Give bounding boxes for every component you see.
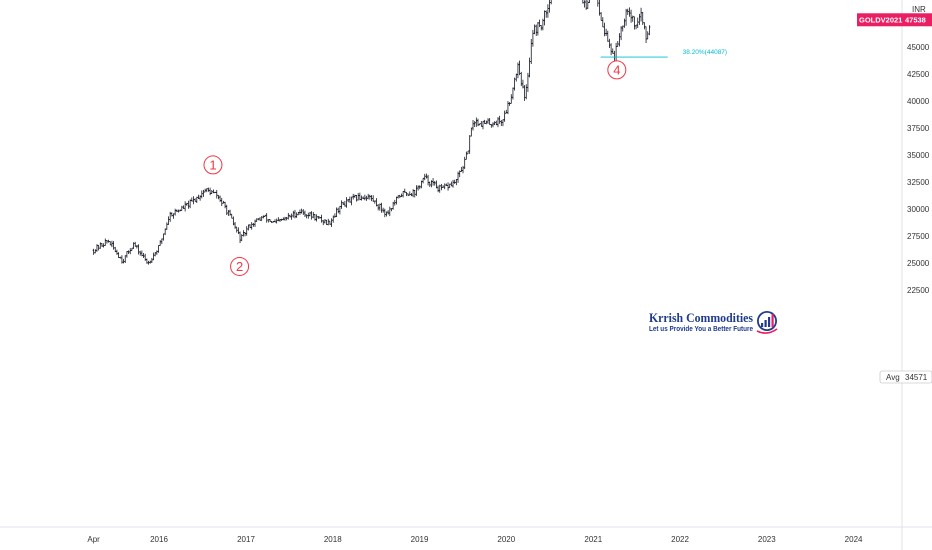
logo-title: Krrish Commodities: [649, 310, 753, 325]
y-tick-label: 30000: [907, 205, 930, 214]
x-tick-label: 2024: [845, 535, 863, 544]
logo-chart-icon: [756, 311, 778, 334]
krrish-logo: Krrish Commodities Let us Provide You a …: [649, 310, 778, 334]
y-tick-label: 32500: [907, 178, 930, 187]
wave-label-text: 4: [613, 62, 620, 77]
x-tick-label: 2016: [150, 535, 168, 544]
wave-label-circle[interactable]: [203, 155, 223, 175]
y-tick-label: 25000: [907, 259, 930, 268]
y-tick-label: 35000: [907, 151, 930, 160]
x-tick-label: 2019: [411, 535, 429, 544]
candlestick-series: [92, 0, 651, 265]
x-tick-label: Apr: [87, 535, 100, 544]
price-axis[interactable]: 22500 25000 27500 30000 32500 35000 37500 40000…: [907, 0, 930, 295]
x-tick-label: 2017: [237, 535, 255, 544]
wave-label-circle[interactable]: [230, 256, 250, 276]
fibonacci-levels: 0.618(62991)0.382(55502)38.20%(44087): [600, 49, 727, 58]
avg-price-tag: Avg 34571: [879, 370, 932, 384]
x-tick-label: 2020: [497, 535, 515, 544]
y-tick-label: 45000: [907, 43, 930, 52]
y-tick-label: 27500: [907, 232, 930, 241]
last-price-tag: GOLDV2021 47538: [857, 13, 932, 27]
wave-label-text: 2: [236, 259, 243, 274]
fib-level-label: 38.20%(44087): [683, 49, 727, 56]
wave-label-circle[interactable]: [607, 60, 627, 80]
symbol-label: GOLDV2021: [859, 15, 902, 24]
logo-tagline: Let us Provide You a Better Future: [649, 324, 753, 333]
y-tick-label: 37500: [907, 124, 930, 133]
x-tick-label: 2018: [324, 535, 342, 544]
time-axis[interactable]: Apr 2016 2017 2018 2019 2020 2021 2022 2023 2024: [87, 535, 863, 544]
elliott-wave-labels: 12345: [203, 60, 627, 276]
y-tick-label: 40000: [907, 97, 930, 106]
x-tick-label: 2023: [758, 535, 776, 544]
avg-label: Avg: [886, 373, 900, 382]
last-price-value: 47538: [905, 15, 926, 24]
wave-label-text: 1: [209, 157, 216, 172]
x-tick-label: 2021: [584, 535, 602, 544]
x-tick-label: 2022: [671, 535, 689, 544]
avg-value: 34571: [905, 373, 928, 382]
y-tick-label: 22500: [907, 286, 930, 295]
currency-label: INR: [912, 5, 926, 14]
y-tick-label: 42500: [907, 70, 930, 79]
